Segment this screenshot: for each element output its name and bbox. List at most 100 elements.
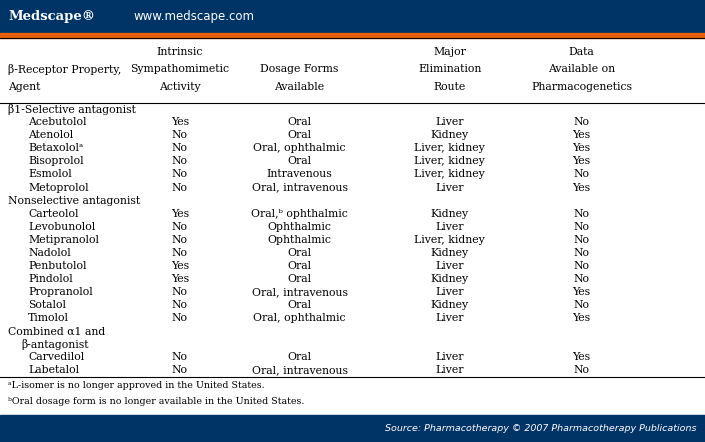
Text: No: No <box>172 169 188 179</box>
Text: Kidney: Kidney <box>431 209 469 219</box>
Text: Data: Data <box>569 47 594 57</box>
Text: Liver: Liver <box>436 366 464 376</box>
Text: Oral: Oral <box>288 274 312 284</box>
Text: No: No <box>574 248 589 258</box>
Text: β-Receptor Property,: β-Receptor Property, <box>8 64 122 75</box>
Text: Levobunolol: Levobunolol <box>28 222 95 232</box>
Text: Source: Pharmacotherapy © 2007 Pharmacotherapy Publications: Source: Pharmacotherapy © 2007 Pharmacot… <box>385 424 697 433</box>
Text: Nonselective antagonist: Nonselective antagonist <box>8 195 140 206</box>
Text: ᵃL-isomer is no longer approved in the United States.: ᵃL-isomer is no longer approved in the U… <box>8 381 265 390</box>
Text: Yes: Yes <box>572 143 591 153</box>
Text: Oral,ᵇ ophthalmic: Oral,ᵇ ophthalmic <box>251 209 348 219</box>
Text: No: No <box>574 209 589 219</box>
Text: Oral: Oral <box>288 248 312 258</box>
Text: Oral: Oral <box>288 156 312 166</box>
Text: Dosage Forms: Dosage Forms <box>260 65 339 74</box>
Text: Elimination: Elimination <box>418 65 482 74</box>
Text: Oral: Oral <box>288 352 312 362</box>
Text: Liver: Liver <box>436 183 464 193</box>
Text: Oral: Oral <box>288 130 312 140</box>
Text: Metoprolol: Metoprolol <box>28 183 89 193</box>
Text: Ophthalmic: Ophthalmic <box>268 222 331 232</box>
Text: Oral, intravenous: Oral, intravenous <box>252 183 348 193</box>
Text: Yes: Yes <box>171 261 189 271</box>
Text: Kidney: Kidney <box>431 130 469 140</box>
Text: Nadolol: Nadolol <box>28 248 71 258</box>
Text: No: No <box>172 156 188 166</box>
Bar <box>0 0 705 33</box>
Text: Yes: Yes <box>572 156 591 166</box>
Text: Metipranolol: Metipranolol <box>28 235 99 245</box>
Text: Liver: Liver <box>436 352 464 362</box>
Text: No: No <box>574 366 589 376</box>
Bar <box>0 415 705 442</box>
Text: Intravenous: Intravenous <box>266 169 333 179</box>
Text: Major: Major <box>434 47 466 57</box>
Text: Carteolol: Carteolol <box>28 209 79 219</box>
Text: No: No <box>172 183 188 193</box>
Text: No: No <box>574 117 589 127</box>
Text: No: No <box>172 248 188 258</box>
Text: No: No <box>172 313 188 323</box>
Text: Liver: Liver <box>436 117 464 127</box>
Text: Labetalol: Labetalol <box>28 366 80 376</box>
Text: Yes: Yes <box>171 117 189 127</box>
Text: No: No <box>172 222 188 232</box>
Text: Oral, ophthalmic: Oral, ophthalmic <box>253 313 346 323</box>
Text: Esmolol: Esmolol <box>28 169 72 179</box>
Text: Liver, kidney: Liver, kidney <box>415 143 485 153</box>
Text: Available: Available <box>274 82 325 92</box>
Text: Timolol: Timolol <box>28 313 69 323</box>
Text: Liver: Liver <box>436 313 464 323</box>
Text: Available on: Available on <box>548 65 615 74</box>
Text: Sotalol: Sotalol <box>28 300 66 310</box>
Text: Activity: Activity <box>159 82 201 92</box>
Text: www.medscape.com: www.medscape.com <box>134 10 255 23</box>
Text: Liver: Liver <box>436 261 464 271</box>
Text: Liver, kidney: Liver, kidney <box>415 235 485 245</box>
Text: Kidney: Kidney <box>431 248 469 258</box>
Text: Liver: Liver <box>436 287 464 297</box>
Text: Penbutolol: Penbutolol <box>28 261 87 271</box>
Text: No: No <box>574 261 589 271</box>
Text: Liver, kidney: Liver, kidney <box>415 156 485 166</box>
Text: Pindolol: Pindolol <box>28 274 73 284</box>
Text: Atenolol: Atenolol <box>28 130 73 140</box>
Text: β1-Selective antagonist: β1-Selective antagonist <box>8 103 136 114</box>
Text: Kidney: Kidney <box>431 300 469 310</box>
Text: No: No <box>172 130 188 140</box>
Text: No: No <box>172 300 188 310</box>
Text: Acebutolol: Acebutolol <box>28 117 87 127</box>
Text: Liver, kidney: Liver, kidney <box>415 169 485 179</box>
Text: Oral, intravenous: Oral, intravenous <box>252 366 348 376</box>
Text: Carvedilol: Carvedilol <box>28 352 85 362</box>
Text: Combined α1 and: Combined α1 and <box>8 326 106 336</box>
Text: Oral, ophthalmic: Oral, ophthalmic <box>253 143 346 153</box>
Text: No: No <box>172 352 188 362</box>
Text: β-antagonist: β-antagonist <box>21 339 89 350</box>
Text: Intrinsic: Intrinsic <box>157 47 203 57</box>
Text: Medscape®: Medscape® <box>8 10 96 23</box>
Text: Pharmacogenetics: Pharmacogenetics <box>531 82 632 92</box>
Text: Yes: Yes <box>572 352 591 362</box>
Text: Ophthalmic: Ophthalmic <box>268 235 331 245</box>
Text: Oral: Oral <box>288 261 312 271</box>
Text: Yes: Yes <box>572 130 591 140</box>
Bar <box>0 33 705 38</box>
Text: No: No <box>172 235 188 245</box>
Text: No: No <box>574 235 589 245</box>
Text: Kidney: Kidney <box>431 274 469 284</box>
Text: Route: Route <box>434 82 466 92</box>
Text: Betaxololᵃ: Betaxololᵃ <box>28 143 83 153</box>
Text: Agent: Agent <box>8 82 41 92</box>
Text: No: No <box>574 274 589 284</box>
Text: Yes: Yes <box>171 274 189 284</box>
Text: Sympathomimetic: Sympathomimetic <box>130 65 229 74</box>
Text: ᵇOral dosage form is no longer available in the United States.: ᵇOral dosage form is no longer available… <box>8 397 305 406</box>
Text: No: No <box>172 287 188 297</box>
Text: Yes: Yes <box>572 183 591 193</box>
Text: No: No <box>172 366 188 376</box>
Text: Oral: Oral <box>288 300 312 310</box>
Text: Yes: Yes <box>171 209 189 219</box>
Text: Yes: Yes <box>572 313 591 323</box>
